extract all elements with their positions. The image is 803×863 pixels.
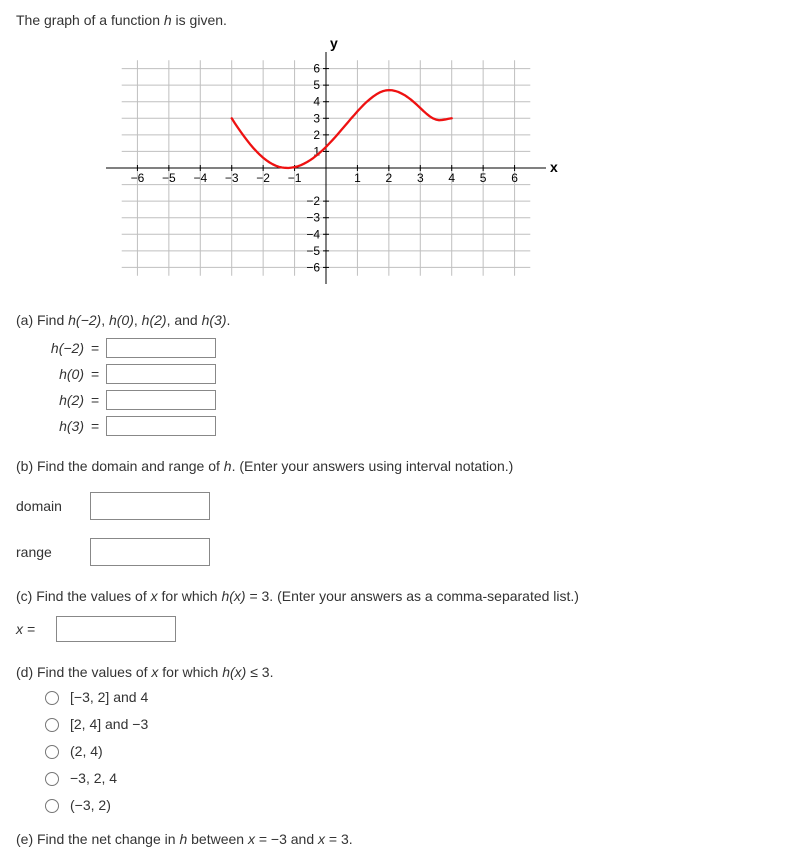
part-d-options: [−3, 2] and 4 [2, 4] and −3 (2, 4) −3, 2… xyxy=(40,688,787,813)
svg-text:−6: −6 xyxy=(306,260,320,274)
svg-text:6: 6 xyxy=(511,171,518,185)
svg-text:−1: −1 xyxy=(288,171,302,185)
d-option-4-label: (−3, 2) xyxy=(70,797,111,813)
a-input-3[interactable] xyxy=(106,416,216,436)
domain-label: domain xyxy=(16,498,76,514)
a-label-3: h(3) xyxy=(16,418,84,434)
svg-text:−4: −4 xyxy=(306,227,320,241)
d-option-1-label: [2, 4] and −3 xyxy=(70,716,148,732)
svg-text:2: 2 xyxy=(313,128,320,142)
part-c-question: (c) Find the values of x for which h(x) … xyxy=(16,588,787,604)
svg-text:6: 6 xyxy=(313,62,320,76)
a-input-1[interactable] xyxy=(106,364,216,384)
a-label-0: h(−2) xyxy=(16,340,84,356)
svg-text:3: 3 xyxy=(313,111,320,125)
part-a-answers: h(−2) = h(0) = h(2) = h(3) = xyxy=(16,338,787,436)
svg-text:x: x xyxy=(550,159,558,175)
svg-text:−5: −5 xyxy=(306,244,320,258)
a-label-2: h(2) xyxy=(16,392,84,408)
svg-text:y: y xyxy=(330,35,338,51)
d-option-1[interactable] xyxy=(45,718,59,732)
question-intro: The graph of a function h is given. xyxy=(16,12,787,28)
svg-text:4: 4 xyxy=(448,171,455,185)
d-option-4[interactable] xyxy=(45,799,59,813)
c-xeq-label: x = xyxy=(16,621,46,637)
d-option-2[interactable] xyxy=(45,745,59,759)
a-label-1: h(0) xyxy=(16,366,84,382)
c-input[interactable] xyxy=(56,616,176,642)
d-option-2-label: (2, 4) xyxy=(70,743,103,759)
svg-text:−2: −2 xyxy=(256,171,270,185)
range-input[interactable] xyxy=(90,538,210,566)
intro-text-b: is given. xyxy=(172,12,227,28)
svg-text:4: 4 xyxy=(313,95,320,109)
part-a-question: (a) Find h(−2), h(0), h(2), and h(3). xyxy=(16,312,787,328)
svg-text:−5: −5 xyxy=(162,171,176,185)
svg-text:5: 5 xyxy=(313,78,320,92)
part-e-question: (e) Find the net change in h between x =… xyxy=(16,831,787,847)
d-option-0-label: [−3, 2] and 4 xyxy=(70,689,148,705)
svg-text:−3: −3 xyxy=(306,211,320,225)
intro-text-a: The graph of a function xyxy=(16,12,164,28)
d-option-3[interactable] xyxy=(45,772,59,786)
part-b-question: (b) Find the domain and range of h. (Ent… xyxy=(16,458,787,474)
svg-text:−6: −6 xyxy=(131,171,145,185)
svg-text:−4: −4 xyxy=(193,171,207,185)
part-d-question: (d) Find the values of x for which h(x) … xyxy=(16,664,787,680)
svg-text:−3: −3 xyxy=(225,171,239,185)
graph-container: −6−5−4−3−2−1123456123456−2−3−4−5−6yx xyxy=(96,34,787,294)
a-input-0[interactable] xyxy=(106,338,216,358)
fn-name: h xyxy=(164,12,172,28)
function-graph: −6−5−4−3−2−1123456123456−2−3−4−5−6yx xyxy=(96,34,566,294)
svg-text:2: 2 xyxy=(386,171,393,185)
range-label: range xyxy=(16,544,76,560)
domain-input[interactable] xyxy=(90,492,210,520)
a-input-2[interactable] xyxy=(106,390,216,410)
svg-text:−2: −2 xyxy=(306,194,320,208)
svg-text:3: 3 xyxy=(417,171,424,185)
svg-text:1: 1 xyxy=(354,171,361,185)
d-option-0[interactable] xyxy=(45,691,59,705)
svg-text:5: 5 xyxy=(480,171,487,185)
d-option-3-label: −3, 2, 4 xyxy=(70,770,117,786)
